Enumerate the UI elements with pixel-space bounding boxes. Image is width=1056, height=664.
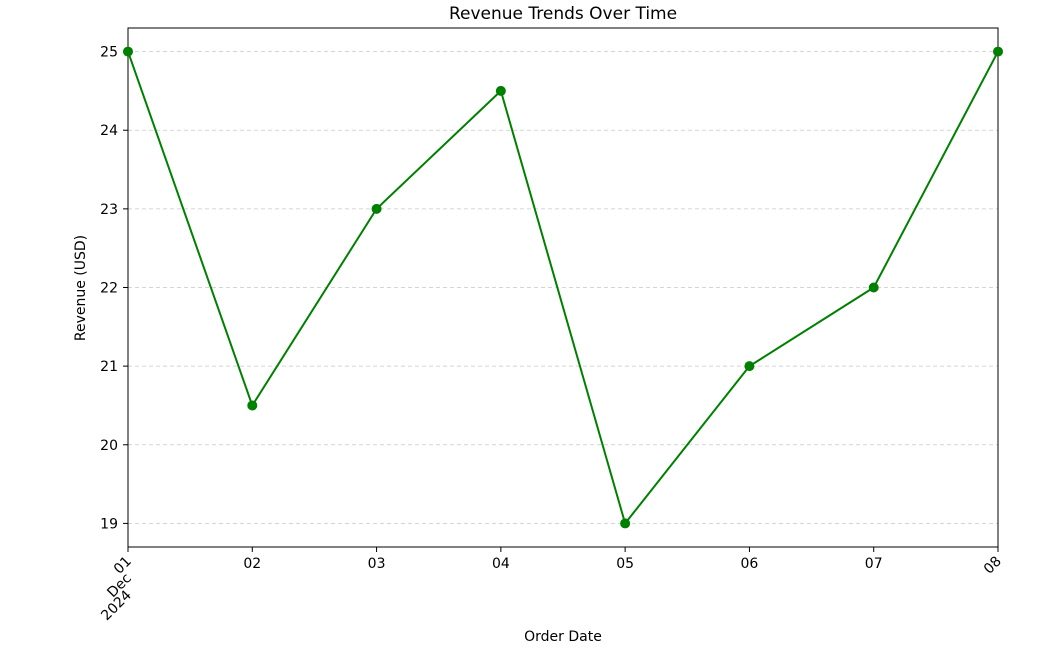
data-point bbox=[620, 518, 631, 529]
data-point bbox=[371, 203, 382, 214]
y-tick-label: 20 bbox=[100, 438, 118, 454]
grid-layer bbox=[128, 51, 998, 524]
data-point bbox=[993, 46, 1003, 57]
chart-title: Revenue Trends Over Time bbox=[449, 4, 677, 24]
y-tick-label: 24 bbox=[100, 123, 118, 139]
x-tick-label: 05 bbox=[616, 556, 634, 572]
data-point bbox=[868, 282, 879, 293]
data-point bbox=[247, 400, 258, 411]
x-axis-title: Order Date bbox=[524, 629, 602, 645]
x-tick-label-group: 08 bbox=[981, 554, 1005, 578]
y-tick-label: 25 bbox=[100, 45, 118, 61]
x-tick-label: 08 bbox=[981, 554, 1005, 578]
x-tick-label: 03 bbox=[368, 556, 386, 572]
data-point bbox=[744, 361, 755, 372]
x-tick-label: 07 bbox=[865, 556, 883, 572]
x-tick-label: 02 bbox=[243, 556, 261, 572]
plot-frame bbox=[127, 27, 999, 548]
x-tick-label: 04 bbox=[492, 556, 510, 572]
series-line bbox=[127, 51, 999, 526]
y-tick-label: 21 bbox=[100, 359, 118, 375]
y-tick-label: 22 bbox=[100, 281, 118, 297]
y-axis-title: Revenue (USD) bbox=[73, 235, 89, 341]
data-point bbox=[495, 85, 506, 96]
data-point bbox=[123, 46, 133, 57]
y-tick-label: 19 bbox=[100, 516, 118, 532]
series-layer bbox=[123, 46, 1003, 529]
y-axis: 19 20 21 22 23 24 25 bbox=[100, 45, 128, 532]
y-tick-label: 23 bbox=[100, 202, 118, 218]
x-tick-label: 06 bbox=[741, 556, 759, 572]
